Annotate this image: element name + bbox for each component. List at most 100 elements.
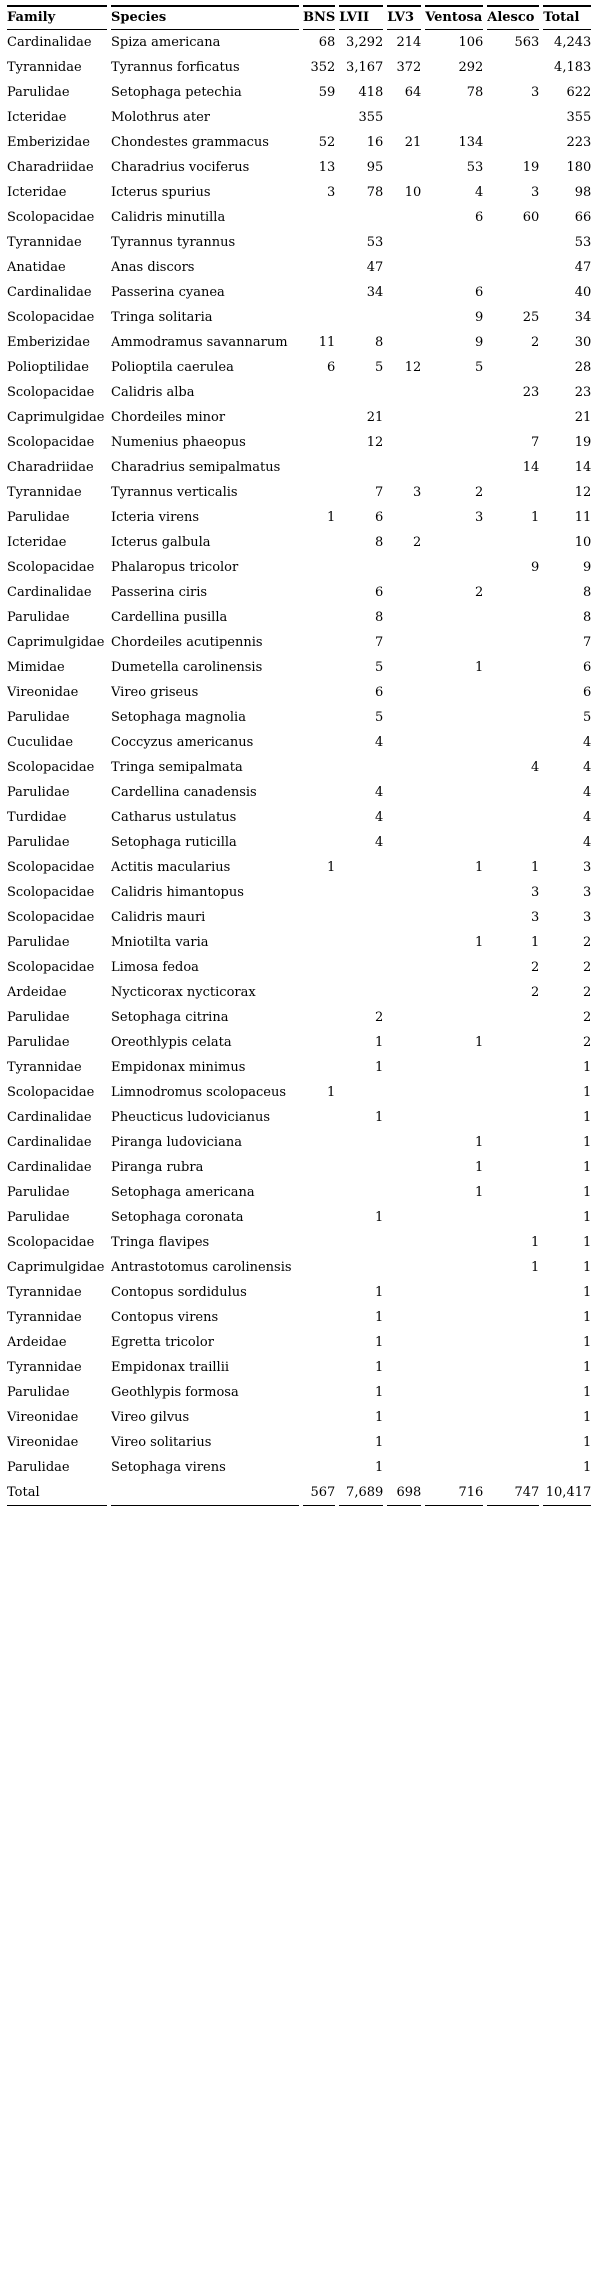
family-cell: Ardeidae — [7, 985, 67, 1000]
family-cell: Parulidae — [7, 835, 70, 850]
lv3-cell — [387, 1130, 421, 1155]
table-row: Scolopacidae Calidris minutilla 6 60 66 — [7, 205, 591, 230]
family-cell: Scolopacidae — [7, 435, 95, 450]
ventosa-cell — [425, 430, 483, 455]
bns-cell — [303, 755, 335, 780]
alesco-cell — [487, 405, 539, 430]
lvii-cell: 1 — [374, 1335, 384, 1350]
species-cell: Limnodromus scolopaceus — [111, 1085, 287, 1100]
ventosa-cell: 716 — [425, 1480, 484, 1506]
ventosa-cell — [425, 455, 483, 480]
ventosa-cell — [425, 1355, 483, 1380]
total-cell: 2 — [582, 985, 592, 1000]
family-cell: Emberizidae — [7, 335, 90, 350]
total-cell: 23 — [574, 385, 592, 400]
total-cell: 1 — [582, 1310, 592, 1325]
lvii-cell: 1 — [374, 1060, 384, 1075]
ventosa-cell — [425, 255, 483, 280]
total-cell: 21 — [574, 410, 592, 425]
bns-cell: 6 — [326, 360, 336, 375]
lvii-cell — [339, 380, 383, 405]
alesco-cell — [487, 1455, 539, 1480]
lvii-cell: 1 — [374, 1035, 384, 1050]
family-cell: Parulidae — [7, 1385, 70, 1400]
bns-cell — [303, 905, 335, 930]
family-cell: Vireonidae — [7, 1410, 79, 1425]
species-cell: Setophaga americana — [111, 1185, 255, 1200]
family-cell: Charadriidae — [7, 460, 94, 475]
total-cell: 40 — [574, 285, 592, 300]
alesco-cell: 3 — [530, 885, 540, 900]
alesco-cell — [487, 105, 539, 130]
bns-cell — [303, 1330, 335, 1355]
ventosa-cell: 1 — [474, 860, 484, 875]
ventosa-cell — [425, 780, 483, 805]
lv3-cell — [387, 930, 421, 955]
lvii-cell: 4 — [374, 785, 384, 800]
species-cell: Actitis macularius — [111, 860, 231, 875]
species-cell: Piranga rubra — [111, 1160, 204, 1175]
total-cell: 1 — [582, 1435, 592, 1450]
ventosa-cell — [425, 880, 483, 905]
alesco-cell — [487, 1305, 539, 1330]
alesco-cell — [487, 1280, 539, 1305]
family-cell: Parulidae — [7, 935, 70, 950]
total-cell: 10 — [574, 535, 592, 550]
table-row: Scolopacidae Numenius phaeopus 12 7 19 — [7, 430, 591, 455]
bns-cell: 1 — [326, 860, 336, 875]
column-header-lv3: LV3 — [387, 5, 422, 30]
lv3-cell: 12 — [404, 360, 422, 375]
ventosa-cell — [425, 1230, 483, 1255]
lvii-cell: 4 — [374, 810, 384, 825]
table-row: Parulidae Geothlypis formosa 1 1 — [7, 1380, 591, 1405]
bns-cell — [303, 1305, 335, 1330]
ventosa-cell — [425, 830, 483, 855]
lv3-cell — [387, 730, 421, 755]
bns-cell — [303, 605, 335, 630]
species-cell: Calidris mauri — [111, 910, 206, 925]
species-cell: Pheucticus ludovicianus — [111, 1110, 271, 1125]
species-cell: Egretta tricolor — [111, 1335, 214, 1350]
ventosa-cell: 9 — [474, 335, 484, 350]
bns-cell — [303, 405, 335, 430]
table-row: Parulidae Cardellina pusilla 8 8 — [7, 605, 591, 630]
lv3-cell — [387, 1030, 421, 1055]
bns-cell — [303, 255, 335, 280]
total-cell: 4 — [582, 810, 592, 825]
alesco-cell — [487, 480, 539, 505]
lvii-cell: 16 — [366, 135, 384, 150]
total-cell: 4,243 — [554, 35, 592, 50]
alesco-cell — [487, 255, 539, 280]
table-row: Tyrannidae Empidonax minimus 1 1 — [7, 1055, 591, 1080]
species-cell: Piranga ludoviciana — [111, 1135, 242, 1150]
lv3-cell — [387, 1055, 421, 1080]
species-cell: Polioptila caerulea — [111, 360, 234, 375]
lv3-cell — [387, 830, 421, 855]
lv3-cell — [387, 305, 421, 330]
lv3-cell — [387, 630, 421, 655]
family-cell: Vireonidae — [7, 685, 79, 700]
family-cell: Scolopacidae — [7, 210, 95, 225]
ventosa-cell — [425, 680, 483, 705]
lvii-cell — [339, 980, 383, 1005]
species-cell: Setophaga coronata — [111, 1210, 244, 1225]
ventosa-cell — [425, 1080, 483, 1105]
species-cell: Tyrannus tyrannus — [111, 235, 236, 250]
alesco-cell — [487, 680, 539, 705]
species-cell: Setophaga virens — [111, 1460, 226, 1475]
species-cell — [111, 1480, 299, 1506]
lvii-cell: 1 — [374, 1385, 384, 1400]
lv3-cell: 10 — [404, 185, 422, 200]
total-cell: 6 — [582, 685, 592, 700]
alesco-cell: 563 — [514, 35, 540, 50]
table-row: Scolopacidae Tringa flavipes 1 1 — [7, 1230, 591, 1255]
lv3-cell — [387, 105, 421, 130]
total-cell: 1 — [582, 1210, 592, 1225]
family-cell: Scolopacidae — [7, 885, 95, 900]
bns-cell: 3 — [326, 185, 336, 200]
bns-cell — [303, 1230, 335, 1255]
total-cell: 1 — [582, 1110, 592, 1125]
family-cell: Tyrannidae — [7, 1060, 82, 1075]
alesco-cell — [487, 1405, 539, 1430]
ventosa-cell — [425, 980, 483, 1005]
